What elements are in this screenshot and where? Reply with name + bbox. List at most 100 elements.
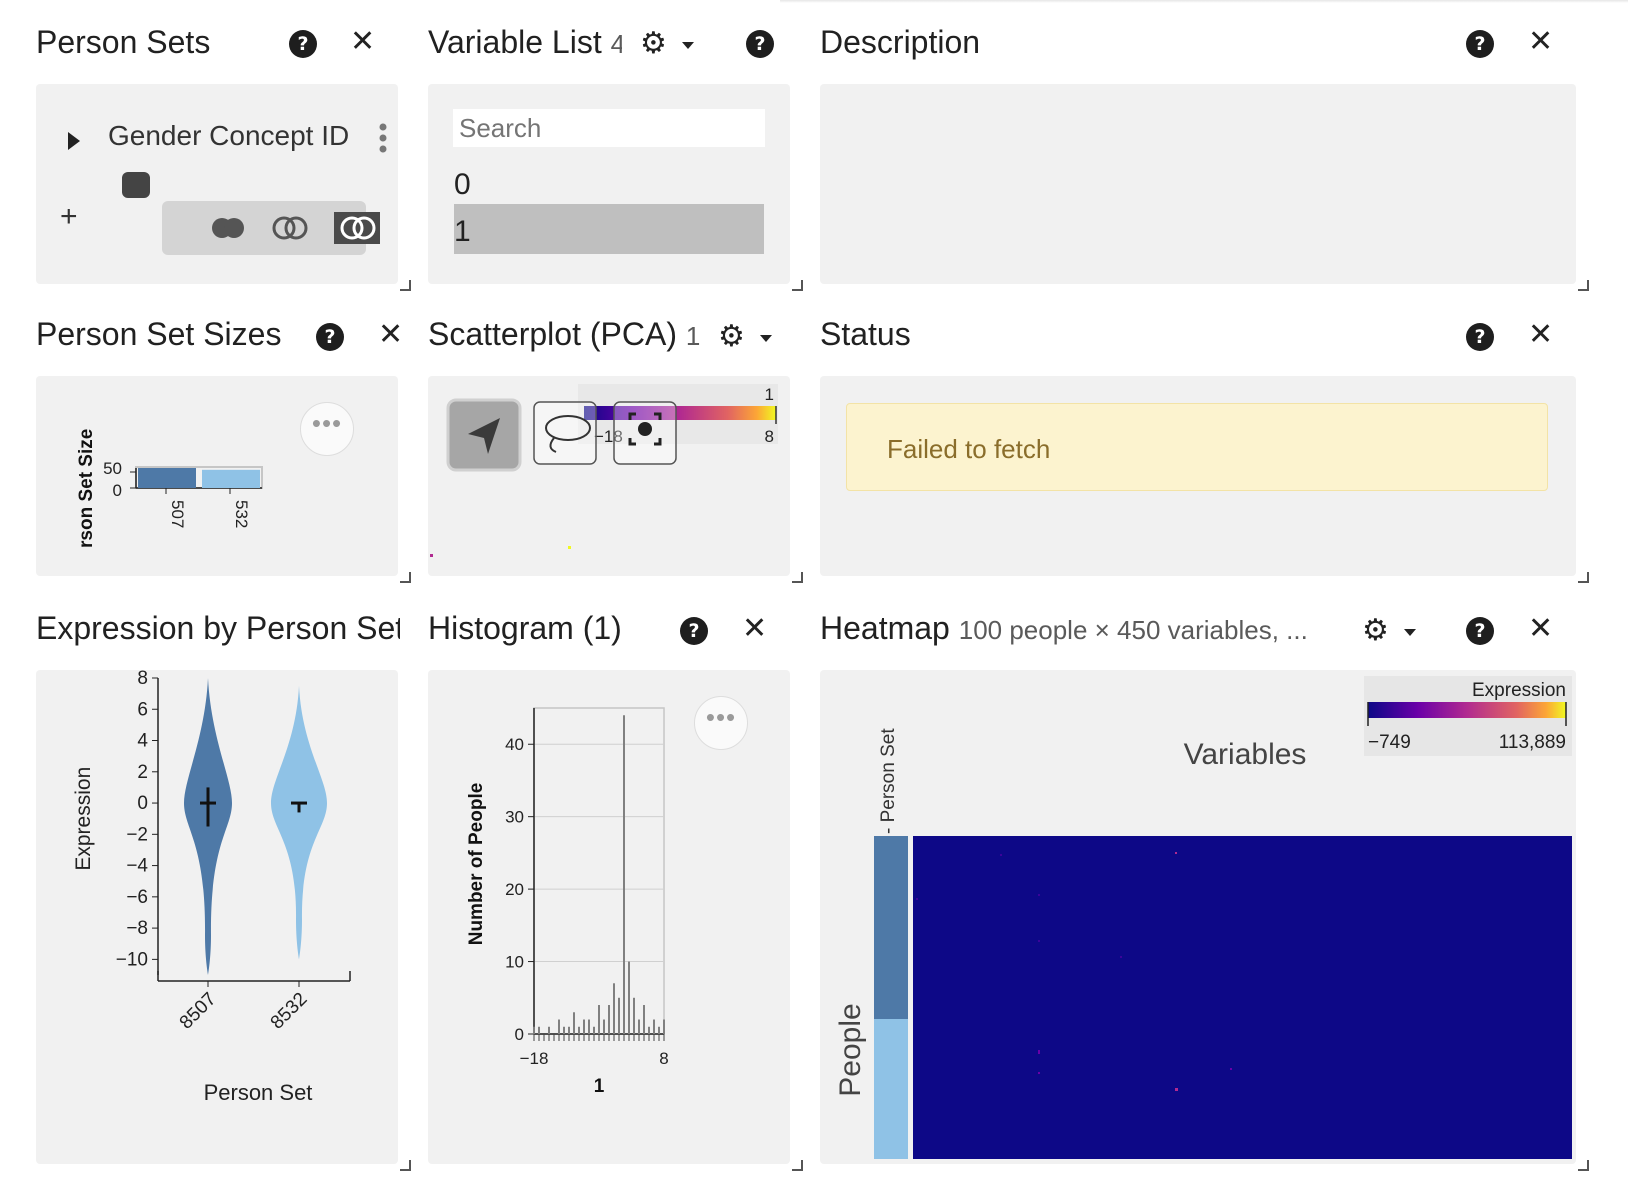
histogram-bar (558, 1019, 560, 1034)
scatterplot-title: Scatterplot (PCA) 1 (428, 314, 708, 356)
histogram-chart: 0 10 20 30 40 −18 8 Number of People 1 (466, 707, 669, 1097)
heatmap-legend-max: 113,889 (1499, 732, 1566, 753)
person-set-track-8507[interactable] (874, 836, 908, 1019)
chevron-down-icon[interactable] (760, 335, 772, 342)
scatter-legend-min: −18 (594, 427, 623, 446)
scatterplot-title-text: Scatterplot (PCA) (428, 316, 677, 352)
help-icon[interactable]: ? (289, 30, 317, 58)
histogram-bar (658, 1026, 660, 1034)
chevron-down-icon[interactable] (682, 42, 694, 49)
heatmap-legend-title: Expression (1472, 680, 1566, 701)
gear-icon[interactable]: ⚙ (1362, 613, 1389, 648)
y-tick-label: 4 (137, 731, 148, 752)
x-tick-label: 8507 (176, 989, 221, 1034)
histogram-bar (603, 1019, 605, 1034)
list-item[interactable]: 0 (454, 168, 471, 201)
close-icon[interactable]: ✕ (1528, 611, 1554, 646)
histogram-bar (578, 1026, 580, 1034)
kebab-menu-icon[interactable] (379, 123, 387, 153)
help-icon[interactable]: ? (680, 617, 708, 645)
resize-handle[interactable] (792, 1160, 803, 1171)
histogram-bar (623, 715, 625, 1034)
help-icon[interactable]: ? (316, 323, 344, 351)
resize-handle[interactable] (400, 1160, 411, 1171)
resize-handle[interactable] (792, 572, 803, 583)
lasso-tool-button[interactable] (533, 401, 597, 465)
set-color-swatch[interactable] (122, 172, 150, 198)
resize-handle[interactable] (792, 280, 803, 291)
scatterplot-count: 1 (685, 321, 701, 351)
resize-handle[interactable] (400, 572, 411, 583)
x-tick-label: 8 (659, 1049, 668, 1068)
plot-frame (533, 707, 665, 1035)
histogram-bar (593, 1026, 595, 1034)
y-tick-label: 0 (113, 481, 122, 500)
gear-icon[interactable]: ⚙ (640, 26, 667, 61)
histogram-bar (633, 997, 635, 1034)
y-tick-label: −4 (126, 856, 148, 877)
help-icon[interactable]: ? (746, 30, 774, 58)
focus-icon (628, 412, 662, 446)
close-icon[interactable]: ✕ (350, 24, 376, 59)
person-set-track-label: - Person Set (878, 728, 899, 834)
y-tick-label: 0 (137, 793, 148, 814)
resize-handle[interactable] (1578, 572, 1589, 583)
help-icon[interactable]: ? (1466, 30, 1494, 58)
close-icon[interactable]: ✕ (1528, 317, 1554, 352)
y-tick-label: 10 (505, 953, 524, 972)
resize-handle[interactable] (1578, 1160, 1589, 1171)
set-operation-group (162, 201, 366, 255)
status-panel: Failed to fetch (820, 376, 1576, 576)
histogram-bar (583, 1019, 585, 1034)
histogram-bar (608, 1005, 610, 1034)
list-item-selected[interactable]: 1 (454, 204, 764, 254)
heatmap-y-label: People (834, 1003, 867, 1096)
resize-handle[interactable] (1578, 280, 1589, 291)
histogram-bar (598, 1005, 600, 1034)
heatmap-x-label: Variables (1184, 738, 1307, 771)
close-icon[interactable]: ✕ (378, 317, 404, 352)
resize-handle[interactable] (400, 280, 411, 291)
help-icon[interactable]: ? (1466, 323, 1494, 351)
histogram-title: Histogram (1) (428, 610, 622, 646)
set-label: Gender Concept ID (108, 120, 350, 151)
chevron-down-icon[interactable] (1404, 629, 1416, 636)
heatmap-subtitle: 100 people × 450 variables, ... (958, 615, 1308, 645)
more-options-button[interactable]: ••• (300, 402, 354, 456)
person-set-track-8532[interactable] (874, 1019, 908, 1159)
complement-icon (340, 216, 376, 240)
heatmap-title-text: Heatmap (820, 610, 950, 646)
y-tick-label: 0 (515, 1025, 524, 1044)
bar-507 (138, 468, 196, 488)
y-tick-label: 30 (505, 808, 524, 827)
description-panel (820, 84, 1576, 284)
violin-chart: 8 6 4 2 0 −2 −4 −6 −8 −10 Expression Person Set 8507… (72, 670, 351, 1105)
expand-arrow-icon[interactable] (68, 132, 80, 150)
close-icon[interactable]: ✕ (1528, 24, 1554, 59)
y-tick-label: −2 (126, 824, 148, 845)
heatmap-cells (916, 852, 1232, 1091)
intersection-icon[interactable] (272, 216, 308, 240)
scatter-point (430, 554, 433, 557)
histogram-bar (648, 1026, 650, 1034)
union-icon[interactable] (212, 218, 244, 238)
heatmap-matrix[interactable] (913, 836, 1572, 1159)
close-icon[interactable]: ✕ (742, 611, 768, 646)
status-title: Status (820, 316, 911, 352)
y-tick-label: −6 (126, 887, 148, 908)
histogram-bar (538, 1026, 540, 1034)
scatterplot-area: 1 −18 8 (430, 384, 778, 557)
y-tick-label: 40 (505, 735, 524, 754)
more-options-button[interactable]: ••• (694, 696, 748, 750)
person-set-sizes-chart: rson Set Size 50 0 507 532 (76, 429, 263, 548)
y-tick-label: 50 (103, 459, 122, 478)
gear-icon[interactable]: ⚙ (718, 319, 745, 354)
add-set-button[interactable]: + (60, 200, 78, 233)
y-axis-label: Expression (72, 767, 95, 871)
search-input[interactable] (453, 109, 765, 147)
variable-list-panel: 0 1 (428, 84, 790, 284)
status-alert: Failed to fetch (846, 403, 1548, 491)
histogram-bar (663, 1019, 665, 1034)
help-icon[interactable]: ? (1466, 617, 1494, 645)
variable-list-count: 4 (610, 29, 622, 59)
